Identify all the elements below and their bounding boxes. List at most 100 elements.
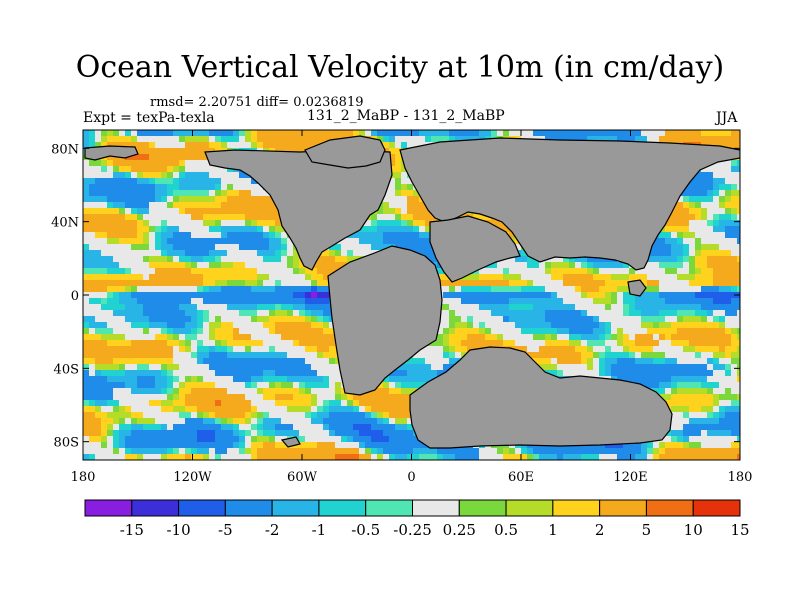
field-cell [485,328,492,335]
field-cell [131,370,138,377]
field-cell [107,208,114,215]
field-cell [209,280,216,287]
field-cell [113,364,120,371]
field-cell [167,286,174,293]
field-cell [269,292,276,299]
field-cell [89,160,96,167]
field-cell [143,394,150,401]
field-cell [545,334,552,341]
field-cell [179,196,186,203]
field-cell [677,310,684,317]
field-cell [395,202,402,209]
field-cell [479,292,486,299]
field-cell [173,202,180,209]
field-cell [203,280,210,287]
field-cell [155,214,162,221]
field-cell [233,250,240,257]
field-cell [161,190,168,197]
field-cell [215,298,222,305]
field-cell [413,244,420,251]
field-cell [431,352,438,359]
field-cell [245,196,252,203]
field-cell [251,130,258,137]
field-cell [725,226,732,233]
field-cell [257,388,264,395]
field-cell [179,274,186,281]
field-cell [659,238,666,245]
field-cell [617,304,624,311]
field-cell [731,202,738,209]
field-cell [95,298,102,305]
field-cell [287,274,294,281]
field-cell [311,340,318,347]
field-cell [695,280,702,287]
field-cell [467,130,474,137]
field-cell [161,340,168,347]
field-cell [143,328,150,335]
field-cell [689,256,696,263]
field-cell [185,154,192,161]
field-cell [125,172,132,179]
field-cell [677,196,684,203]
field-cell [413,376,420,383]
field-cell [269,382,276,389]
field-cell [203,358,210,365]
field-cell [527,280,534,287]
field-cell [455,340,462,347]
field-cell [137,274,144,281]
field-cell [545,316,552,323]
field-cell [677,244,684,251]
field-cell [197,250,204,257]
field-cell [293,292,300,299]
field-cell [89,334,96,341]
field-cell [707,196,714,203]
field-cell [305,316,312,323]
field-cell [311,364,318,371]
field-cell [185,280,192,287]
field-cell [227,304,234,311]
field-cell [101,376,108,383]
field-cell [605,298,612,305]
field-cell [719,256,726,263]
field-cell [509,268,516,275]
field-cell [599,370,606,377]
field-cell [527,286,534,293]
field-cell [149,376,156,383]
field-cell [125,274,132,281]
field-cell [665,334,672,341]
field-cell [527,130,534,137]
field-cell [419,214,426,221]
field-cell [665,358,672,365]
field-cell [179,256,186,263]
field-cell [275,382,282,389]
field-cell [701,376,708,383]
field-cell [275,310,282,317]
field-cell [143,298,150,305]
field-cell [731,262,738,269]
field-cell [257,370,264,377]
field-cell [179,388,186,395]
field-cell [287,382,294,389]
field-cell [473,130,480,137]
field-cell [185,244,192,251]
field-cell [221,340,228,347]
field-cell [113,256,120,263]
field-cell [209,214,216,221]
field-cell [101,346,108,353]
field-cell [197,394,204,401]
field-cell [551,334,558,341]
field-cell [695,376,702,383]
field-cell [443,310,450,317]
field-cell [323,382,330,389]
field-cell [155,226,162,233]
field-cell [137,166,144,173]
field-cell [599,292,606,299]
field-cell [701,136,708,143]
field-cell [635,136,642,143]
field-cell [305,334,312,341]
field-cell [263,136,270,143]
field-cell [731,268,738,275]
field-cell [593,280,600,287]
field-cell [317,304,324,311]
field-cell [107,388,114,395]
